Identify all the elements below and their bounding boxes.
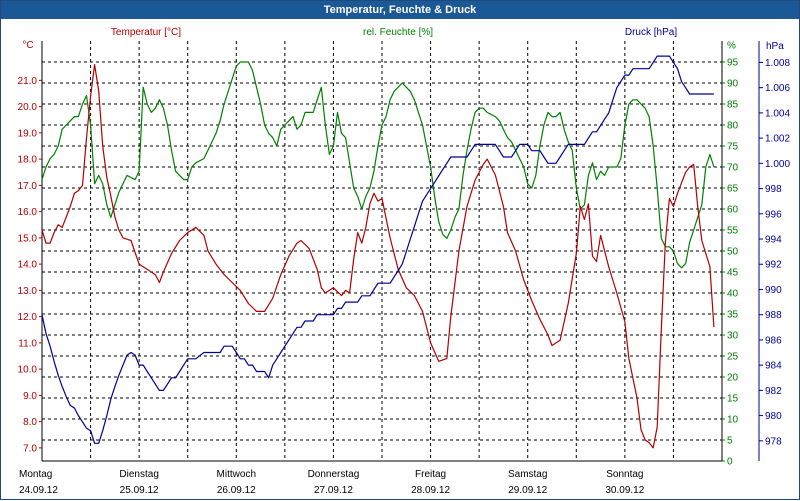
series-humidity-line xyxy=(41,61,715,269)
tick-label-pressure: 1.000 xyxy=(765,159,790,170)
legend: Temperatur [°C] rel. Feuchte [%] Druck [… xyxy=(111,27,677,38)
tick-label-humidity: 65 xyxy=(727,184,739,195)
tick-label-pressure: 988 xyxy=(765,310,782,321)
tick-label-humidity: % xyxy=(727,41,736,52)
tick-label-pressure: 1.008 xyxy=(765,58,790,69)
x-label-day: Samstag xyxy=(508,469,547,480)
x-label-day: Donnerstag xyxy=(308,469,360,480)
tick-label-pressure: 986 xyxy=(765,335,782,346)
tick-labels: 7.0 8.0 9.0 10.0 11.0 12.0 13.0 14.0 15.0 16.0 17.… xyxy=(18,40,791,468)
tick-label-pressure: 994 xyxy=(765,235,782,246)
tick-label-temperature: 7.0 xyxy=(23,443,37,454)
x-label-date: 24.09.12 xyxy=(19,485,58,496)
tick-label-humidity: 90 xyxy=(727,79,739,90)
x-label-day: Freitag xyxy=(415,469,446,480)
tick-label-temperature: 10.0 xyxy=(18,365,38,376)
tick-label-temperature: 11.0 xyxy=(18,338,37,349)
tick-label-pressure: 982 xyxy=(765,386,782,397)
legend-pressure: Druck [hPa] xyxy=(625,27,677,38)
tick-label-humidity: 75 xyxy=(727,142,739,153)
tick-label-humidity: 60 xyxy=(727,205,739,216)
unit-label-temperature: °C xyxy=(22,40,33,51)
series-pressure-line xyxy=(41,55,714,444)
tick-label-humidity: 80 xyxy=(727,121,739,132)
tick-label-temperature: 17.0 xyxy=(18,181,38,192)
tick-label-humidity: 15 xyxy=(727,394,739,405)
tick-label-temperature: 13.0 xyxy=(18,286,38,297)
tick-label-pressure: 978 xyxy=(765,436,782,447)
x-label-date: 29.09.12 xyxy=(508,485,547,496)
tick-label-pressure: 998 xyxy=(765,184,782,195)
tick-label-temperature: 19.0 xyxy=(18,128,38,139)
tick-label-humidity: 25 xyxy=(727,352,739,363)
tick-label-pressure: 996 xyxy=(765,209,782,220)
tick-label-temperature: 16.0 xyxy=(18,207,38,218)
x-label-date: 30.09.12 xyxy=(605,485,644,496)
axes xyxy=(41,41,760,462)
x-label-date: 26.09.12 xyxy=(217,485,256,496)
x-label-day: Dienstag xyxy=(119,469,158,480)
tick-label-humidity: 40 xyxy=(727,289,739,300)
x-label-date: 25.09.12 xyxy=(120,485,159,496)
series-temperature-line xyxy=(41,63,715,449)
tick-label-pressure: 984 xyxy=(765,361,782,372)
tick-label-temperature: 20.0 xyxy=(18,102,38,113)
x-label-date: 28.09.12 xyxy=(411,485,450,496)
tick-label-humidity: 0 xyxy=(727,457,733,468)
tick-label-temperature: 9.0 xyxy=(23,391,37,402)
tick-label-pressure: 992 xyxy=(765,260,782,271)
tick-label-pressure: 990 xyxy=(765,285,782,296)
tick-label-humidity: 30 xyxy=(727,331,739,342)
x-axis-labels: Montag 24.09.12 Dienstag 25.09.12 Mittwoch 26… xyxy=(19,469,645,496)
tick-label-temperature: 12.0 xyxy=(18,312,38,323)
tick-label-humidity: 95 xyxy=(727,58,739,69)
tick-label-pressure: 1.002 xyxy=(765,134,790,145)
tick-label-humidity: 50 xyxy=(727,247,739,258)
tick-label-temperature: 18.0 xyxy=(18,155,38,166)
grid xyxy=(42,41,722,461)
unit-label-pressure: hPa xyxy=(766,41,784,52)
window-title: Temperatur, Feuchte & Druck xyxy=(1,1,799,19)
tick-label-humidity: 70 xyxy=(727,163,739,174)
tick-label-humidity: 35 xyxy=(727,310,739,321)
tick-label-humidity: 85 xyxy=(727,100,739,111)
tick-label-pressure: 1.006 xyxy=(765,83,790,94)
tick-label-humidity: 5 xyxy=(727,436,733,447)
tick-label-temperature: 8.0 xyxy=(23,417,37,428)
tick-label-humidity: 45 xyxy=(727,268,739,279)
legend-humidity: rel. Feuchte [%] xyxy=(363,27,433,38)
tick-label-temperature: 21.0 xyxy=(18,76,38,87)
x-label-day: Sonntag xyxy=(606,469,643,480)
tick-label-humidity: 10 xyxy=(727,415,739,426)
x-label-day: Montag xyxy=(19,469,52,480)
tick-label-pressure: 1.004 xyxy=(765,108,790,119)
tick-label-temperature: 14.0 xyxy=(18,260,38,271)
tick-label-temperature: 15.0 xyxy=(18,233,38,244)
tick-label-humidity: 55 xyxy=(727,226,739,237)
x-label-date: 27.09.12 xyxy=(314,485,353,496)
tick-label-humidity: 20 xyxy=(727,373,739,384)
legend-temperature: Temperatur [°C] xyxy=(111,27,181,38)
series-lines xyxy=(41,55,715,449)
x-label-day: Mittwoch xyxy=(217,469,256,480)
tick-label-pressure: 980 xyxy=(765,411,782,422)
